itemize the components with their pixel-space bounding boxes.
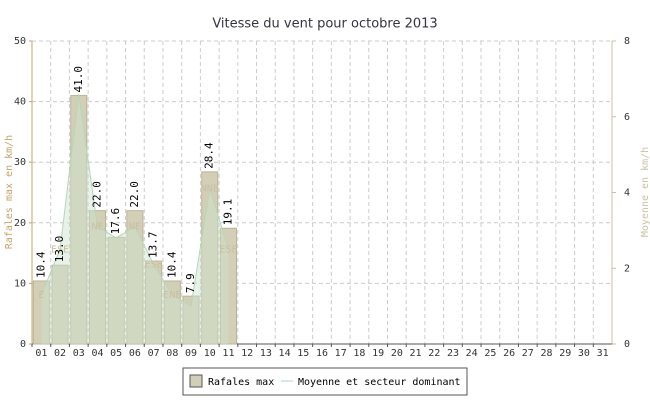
value-label: 13.0 (53, 236, 66, 263)
value-label: 13.7 (147, 231, 160, 258)
x-tick-label: 12 (241, 348, 253, 359)
y-tick-label: 10 (14, 278, 26, 289)
mean-line (40, 93, 229, 307)
value-label: 10.4 (34, 251, 47, 278)
legend-swatch (189, 374, 203, 388)
sector-label: NE (129, 222, 141, 233)
x-tick-label: 08 (166, 348, 178, 359)
x-tick-label: 17 (335, 348, 347, 359)
sector-label: ENE (163, 290, 181, 301)
x-tick-label: 23 (447, 348, 459, 359)
sector-label: NNE (201, 184, 219, 195)
legend-box (182, 367, 468, 396)
x-tick-label: 16 (316, 348, 328, 359)
y-axis-label: Rafales max en km/h (4, 135, 15, 249)
x-tick-label: 11 (222, 348, 234, 359)
x-tick-label: 14 (279, 348, 291, 359)
y2-axis-label: Moyenne en km/h (640, 147, 650, 237)
y-tick-label: 20 (14, 218, 26, 229)
bar (107, 236, 125, 345)
legend-label: Moyenne et secteur dominant (298, 377, 461, 388)
value-label: 28.4 (203, 142, 216, 169)
y-tick-label: 40 (14, 97, 26, 108)
x-tick-label: 15 (297, 348, 309, 359)
x-tick-label: 03 (73, 348, 85, 359)
x-tick-label: 05 (110, 348, 122, 359)
value-label: 22.0 (90, 181, 103, 208)
value-label: 22.0 (128, 181, 141, 208)
x-tick-label: 13 (260, 348, 272, 359)
x-tick-label: 29 (559, 348, 571, 359)
value-label: 10.4 (165, 251, 178, 278)
sector-label: ESE (51, 244, 69, 255)
y2-tick-label: 8 (624, 36, 630, 47)
x-tick-label: 18 (353, 348, 365, 359)
y2-tick-label: 0 (624, 339, 630, 350)
x-tick-label: 09 (185, 348, 197, 359)
sector-label: NE (91, 222, 103, 233)
x-tick-label: 21 (410, 348, 422, 359)
x-tick-label: 27 (522, 348, 534, 359)
x-tick-label: 19 (372, 348, 384, 359)
x-tick-label: 22 (428, 348, 440, 359)
value-label: 19.1 (221, 199, 234, 226)
x-tick-label: 30 (578, 348, 590, 359)
value-label: 41.0 (72, 66, 85, 93)
x-tick-label: 02 (54, 348, 66, 359)
bar (51, 264, 69, 345)
bar (32, 280, 50, 345)
bar (88, 210, 107, 345)
bar (182, 295, 200, 345)
x-tick-label: 31 (597, 348, 609, 359)
y2-tick-label: 6 (624, 112, 630, 123)
mean-area (41, 94, 229, 345)
x-tick-label: 10 (204, 348, 216, 359)
sector-label: ESE (145, 259, 163, 270)
sector-label: E (38, 290, 44, 301)
x-tick-label: 28 (540, 348, 552, 359)
x-tick-label: 24 (466, 348, 478, 359)
y-tick-label: 30 (14, 157, 26, 168)
x-tick-label: 06 (129, 348, 141, 359)
x-tick-label: 07 (148, 348, 160, 359)
bar (126, 210, 144, 345)
value-label: 7.9 (184, 273, 197, 293)
sector-label: ESE (219, 244, 237, 255)
bar (145, 260, 163, 345)
bar (219, 227, 237, 345)
y2-tick-label: 4 (624, 188, 630, 199)
y-tick-label: 50 (14, 36, 26, 47)
y-tick-label: 0 (20, 339, 26, 350)
legend-label: Rafales max (208, 377, 274, 388)
value-label: 17.6 (109, 208, 122, 235)
y2-tick-label: 2 (624, 263, 630, 274)
x-tick-label: 20 (391, 348, 403, 359)
x-tick-label: 04 (91, 348, 103, 359)
x-tick-label: 01 (35, 348, 47, 359)
x-tick-label: 25 (484, 348, 496, 359)
chart-title: Vitesse du vent pour octobre 2013 (212, 17, 437, 32)
x-tick-label: 26 (503, 348, 515, 359)
